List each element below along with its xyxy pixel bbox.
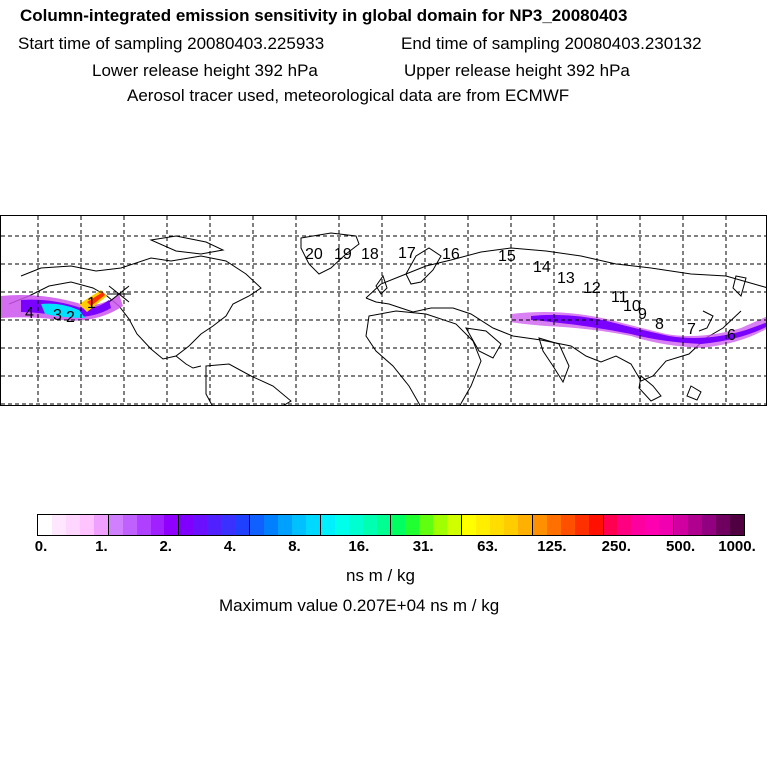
colorbar-segment: [79, 515, 94, 535]
colorbar-tick-label: 31.: [412, 538, 434, 555]
track-label: 10: [623, 298, 641, 315]
colorbar-segment: [150, 515, 165, 535]
colorbar-tick-label: 500.: [666, 538, 696, 555]
colorbar-tick-label: 63.: [477, 538, 498, 555]
colorbar-segment: [108, 515, 123, 535]
colorbar-segment: [65, 515, 80, 535]
colorbar-segment: [659, 515, 675, 535]
track-label: 7: [687, 321, 696, 338]
colorbar-tick-label: 8.: [288, 538, 301, 555]
plot-title: Column-integrated emission sensitivity i…: [20, 6, 628, 25]
track-label: 9: [638, 306, 647, 323]
global-map: 20 19 18 17 16 15 14 13 12 11 10 9 8 7 6…: [0, 215, 767, 406]
colorbar-segment: [476, 515, 490, 535]
track-labels: 20 19 18 17 16 15 14 13 12 11 10 9 8 7 6…: [25, 245, 736, 344]
colorbar-segment: [674, 515, 689, 535]
colorbar-tick-label: 250.: [601, 538, 631, 555]
track-label: 3: [53, 307, 62, 324]
colorbar-segment: [503, 515, 518, 535]
coastlines: [8, 232, 766, 405]
colorbar-segment: [588, 515, 604, 535]
start-sampling-time: Start time of sampling 20080403.225933: [18, 34, 325, 53]
plume-west: [1, 290, 123, 321]
colorbar-segment: [164, 515, 180, 535]
colorbar-tick-label: 125.: [537, 538, 567, 555]
track-label: 6: [727, 327, 736, 344]
colorbar-segment: [193, 515, 208, 535]
colorbar: [37, 514, 745, 536]
track-label: 13: [557, 270, 575, 287]
colorbar-segment: [433, 515, 448, 535]
tracer-info: Aerosol tracer used, meteorological data…: [127, 86, 570, 105]
colorbar-segment: [688, 515, 703, 535]
colorbar-segment: [277, 515, 292, 535]
end-sampling-time: End time of sampling 20080403.230132: [401, 34, 702, 53]
track-label: 12: [583, 280, 601, 297]
track-label: 1: [87, 295, 96, 312]
upper-release-height: Upper release height 392 hPa: [404, 61, 630, 80]
colorbar-segment: [617, 515, 632, 535]
colorbar-segment: [51, 515, 66, 535]
colorbar-segment: [532, 515, 547, 535]
colorbar-segment: [729, 515, 744, 535]
colorbar-segment: [235, 515, 251, 535]
track-label: 17: [398, 245, 416, 262]
colorbar-segment: [320, 515, 335, 535]
colorbar-tick-label: 1000.: [718, 538, 756, 555]
track-label: 19: [334, 246, 352, 263]
colorbar-segment: [419, 515, 434, 535]
track-label: 8: [655, 316, 664, 333]
colorbar-segment: [517, 515, 533, 535]
colorbar-segment: [603, 515, 618, 535]
colorbar-unit: ns m / kg: [346, 566, 415, 585]
colorbar-segment: [207, 515, 222, 535]
track-label: 16: [442, 246, 460, 263]
track-label: 2: [66, 309, 75, 326]
track-label: 14: [533, 259, 551, 276]
colorbar-segment: [490, 515, 504, 535]
colorbar-tick-label: 2.: [159, 538, 172, 555]
colorbar-segment: [348, 515, 363, 535]
colorbar-segment: [546, 515, 561, 535]
colorbar-tick-label: 4.: [223, 538, 237, 555]
colorbar-tick-label: 0.: [34, 538, 48, 555]
colorbar-segment: [574, 515, 589, 535]
track-label: 4: [25, 305, 34, 322]
map-canvas: 20 19 18 17 16 15 14 13 12 11 10 9 8 7 6…: [1, 216, 766, 405]
colorbar-tick-label: 16.: [348, 538, 370, 555]
colorbar-segment: [560, 515, 575, 535]
track-label: 15: [498, 248, 516, 265]
colorbar-segment: [136, 515, 151, 535]
colorbar-segment: [716, 515, 730, 535]
colorbar-segment: [462, 515, 477, 535]
colorbar-segment: [291, 515, 306, 535]
colorbar-segment: [702, 515, 716, 535]
maximum-value: Maximum value 0.207E+04 ns m / kg: [219, 596, 500, 615]
colorbar-segment: [264, 515, 278, 535]
lower-release-height: Lower release height 392 hPa: [92, 61, 318, 80]
colorbar-segment: [250, 515, 264, 535]
plume-east: [511, 312, 766, 348]
colorbar-segment: [645, 515, 660, 535]
colorbar-segment: [122, 515, 137, 535]
track-label: 11: [611, 289, 628, 306]
colorbar-segment: [221, 515, 236, 535]
graticule: [1, 216, 766, 405]
track-label: 20: [305, 246, 323, 263]
colorbar-segment: [305, 515, 321, 535]
colorbar-segment: [631, 515, 646, 535]
colorbar-segment: [362, 515, 377, 535]
colorbar-segment: [179, 515, 194, 535]
colorbar-tick-label: 1.: [95, 538, 108, 555]
release-point-marker: [107, 285, 131, 303]
colorbar-segment: [447, 515, 463, 535]
colorbar-segment: [376, 515, 392, 535]
colorbar-segment: [405, 515, 420, 535]
track-label: 18: [361, 246, 379, 263]
colorbar-segment: [93, 515, 109, 535]
colorbar-segment: [334, 515, 349, 535]
colorbar-segment: [391, 515, 406, 535]
colorbar-segment: [38, 515, 52, 535]
